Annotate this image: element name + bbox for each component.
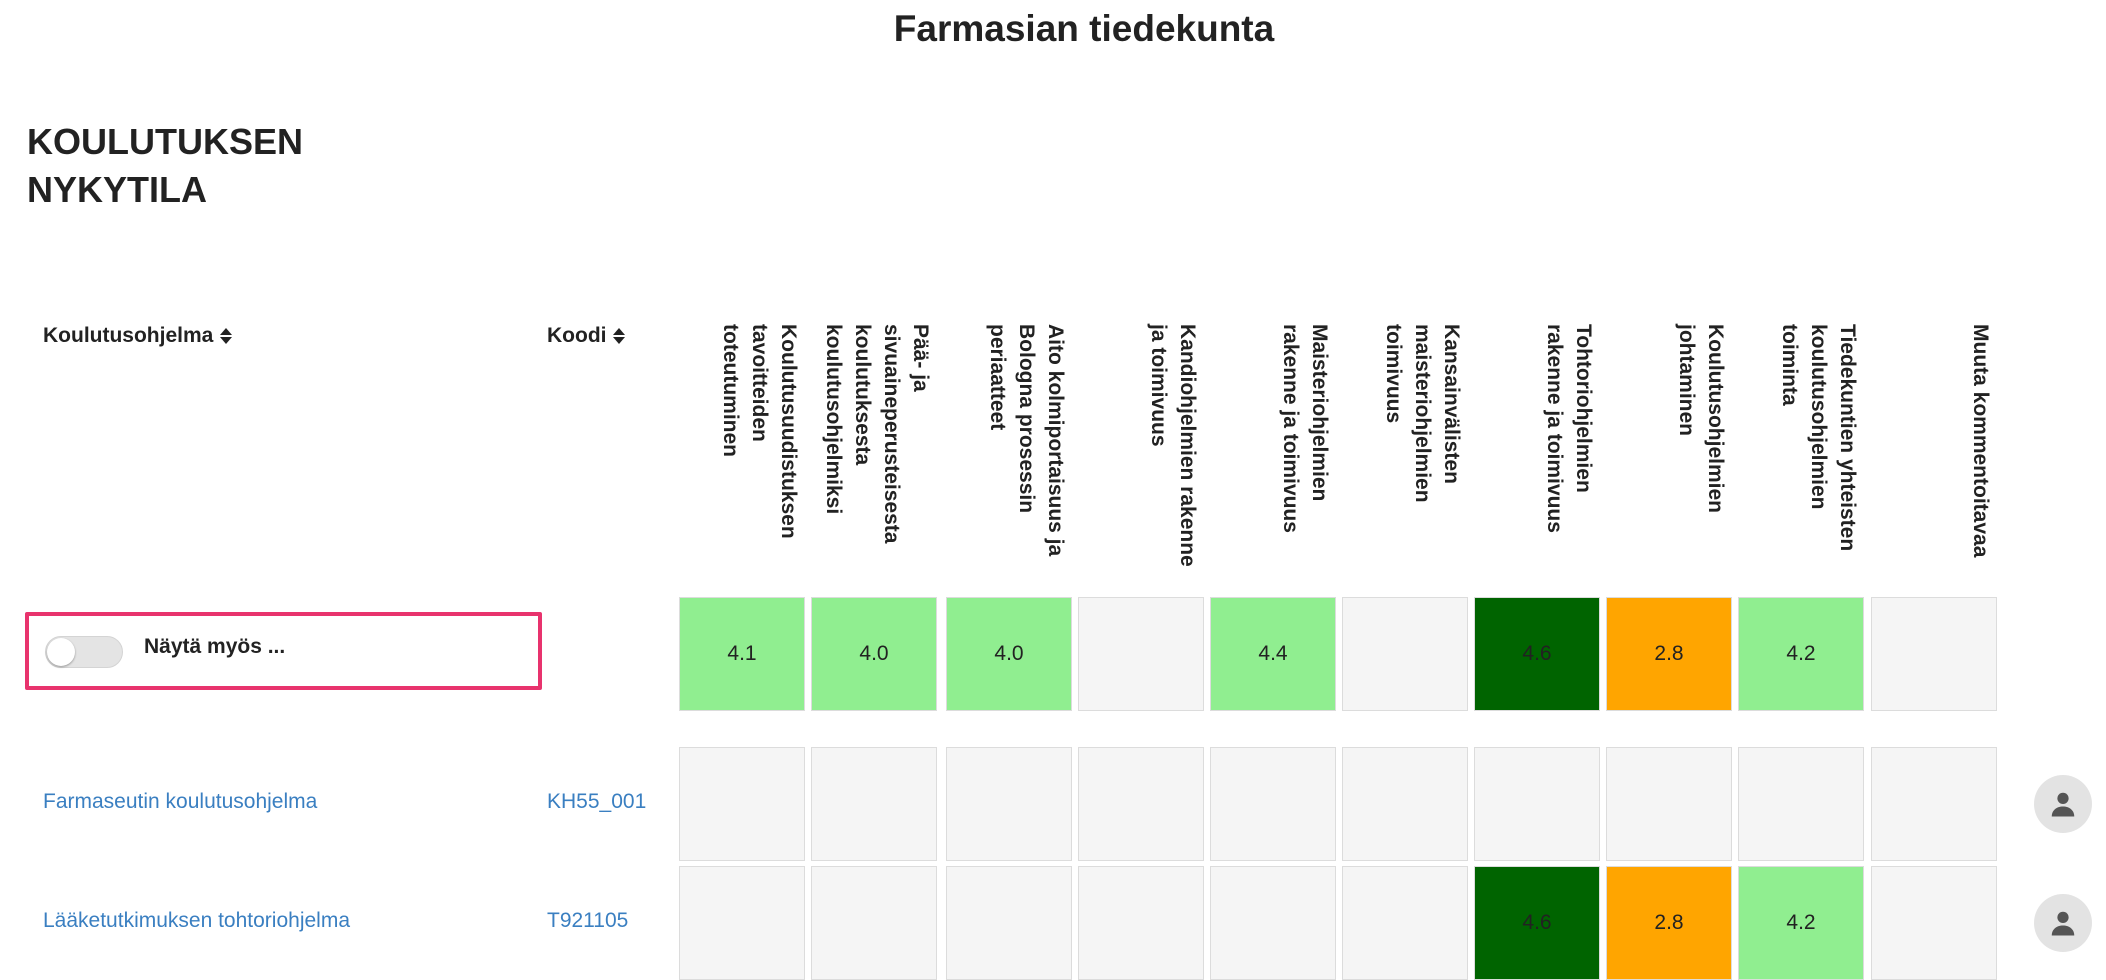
question-header-label: Kansainvälisten maisteriohjelmien toimiv…	[1382, 324, 1463, 503]
question-header: Tiedekuntien yhteisten koulutusohjelmien…	[1738, 324, 1870, 574]
summary-score-cell: 4.1	[679, 597, 805, 711]
sort-icon	[220, 328, 233, 344]
summary-score-cell: 4.0	[946, 597, 1072, 711]
column-header-program-label: Koulutusohjelma	[43, 324, 214, 347]
summary-score-cell	[1871, 597, 1997, 711]
program-score-cell	[1606, 747, 1732, 861]
question-header: Tohtoriohjelmien rakenne ja toimivuus	[1474, 324, 1606, 574]
program-score-cell	[1210, 747, 1336, 861]
score-value: 4.6	[1522, 642, 1552, 665]
column-header-code-label: Koodi	[547, 324, 607, 347]
score-value: 4.2	[1786, 642, 1816, 665]
question-header: Muuta kommentoitavaa	[1871, 324, 2003, 574]
summary-score-cell: 4.2	[1738, 597, 1864, 711]
question-header-label: Tiedekuntien yhteisten koulutusohjelmien…	[1778, 324, 1859, 552]
program-score-cell	[679, 866, 805, 980]
program-name-link[interactable]: Lääketutkimuksen tohtoriohjelma	[43, 909, 351, 932]
program-score-cell	[946, 747, 1072, 861]
summary-score-cell: 4.6	[1474, 597, 1600, 711]
program-name-link[interactable]: Farmaseutin koulutusohjelma	[43, 790, 318, 813]
score-value: 4.6	[1522, 911, 1552, 934]
score-value: 4.0	[859, 642, 889, 665]
score-value: 2.8	[1654, 911, 1684, 934]
program-score-cell	[1738, 747, 1864, 861]
question-header: Koulutusohjelmien johtaminen	[1606, 324, 1738, 574]
program-score-cell	[1078, 747, 1204, 861]
score-value: 4.2	[1786, 911, 1816, 934]
sort-icon	[613, 328, 626, 344]
program-score-cell	[946, 866, 1072, 980]
question-header: Kansainvälisten maisteriohjelmien toimiv…	[1342, 324, 1474, 574]
section-title: KOULUTUKSEN NYKYTILA	[27, 121, 303, 210]
page-title: Farmasian tiedekunta	[893, 8, 1275, 49]
score-value: 4.4	[1258, 642, 1288, 665]
show-also-label: Näytä myös ...	[144, 635, 286, 658]
program-score-cell	[1342, 866, 1468, 980]
program-score-cell	[1342, 747, 1468, 861]
question-header-label: Kandiohjelmien rakenne ja toimivuus	[1147, 324, 1199, 567]
question-header: Maisteriohjelmien rakenne ja toimivuus	[1210, 324, 1342, 574]
question-header: Koulutusuudistuksen tavoitteiden toteutu…	[679, 324, 811, 574]
question-header: Aito kolmiportaisuus ja Bologna prosessi…	[946, 324, 1078, 574]
program-score-cell	[1871, 747, 1997, 861]
program-score-cell: 2.8	[1606, 866, 1732, 980]
question-header-label: Pää- ja sivuaineperusteisesta koulutukse…	[822, 324, 932, 544]
question-header-label: Maisteriohjelmien rakenne ja toimivuus	[1279, 324, 1331, 533]
program-score-cell	[1210, 866, 1336, 980]
score-value: 2.8	[1654, 642, 1684, 665]
program-score-cell	[1871, 866, 1997, 980]
score-value: 4.0	[994, 642, 1024, 665]
show-also-toggle[interactable]	[45, 636, 123, 668]
program-code-link[interactable]: T921105	[547, 909, 629, 932]
question-header-label: Tohtoriohjelmien rakenne ja toimivuus	[1543, 324, 1595, 533]
question-header: Kandiohjelmien rakenne ja toimivuus	[1078, 324, 1210, 574]
score-value: 4.1	[727, 642, 757, 665]
summary-score-cell	[1342, 597, 1468, 711]
program-score-cell: 4.6	[1474, 866, 1600, 980]
question-header-label: Koulutusohjelmien johtaminen	[1675, 324, 1727, 513]
program-score-cell: 4.2	[1738, 866, 1864, 980]
question-header-label: Koulutusuudistuksen tavoitteiden toteutu…	[719, 324, 800, 539]
summary-score-cell: 4.0	[811, 597, 937, 711]
toggle-knob	[47, 638, 75, 666]
user-icon[interactable]	[2034, 894, 2092, 952]
summary-score-cell: 2.8	[1606, 597, 1732, 711]
question-header: Pää- ja sivuaineperusteisesta koulutukse…	[811, 324, 943, 574]
show-also-toggle-box: Näytä myös ...	[25, 612, 542, 690]
question-header-label: Aito kolmiportaisuus ja Bologna prosessi…	[986, 324, 1067, 557]
question-header-label: Muuta kommentoitavaa	[1969, 324, 1992, 558]
program-score-cell	[811, 747, 937, 861]
user-icon[interactable]	[2034, 775, 2092, 833]
column-header-code[interactable]: Koodi	[547, 324, 626, 348]
summary-score-cell	[1078, 597, 1204, 711]
program-score-cell	[1078, 866, 1204, 980]
program-score-cell	[1474, 747, 1600, 861]
column-header-program[interactable]: Koulutusohjelma	[43, 324, 233, 348]
summary-score-cell: 4.4	[1210, 597, 1336, 711]
program-code-link[interactable]: KH55_001	[547, 790, 647, 813]
program-score-cell	[679, 747, 805, 861]
program-score-cell	[811, 866, 937, 980]
